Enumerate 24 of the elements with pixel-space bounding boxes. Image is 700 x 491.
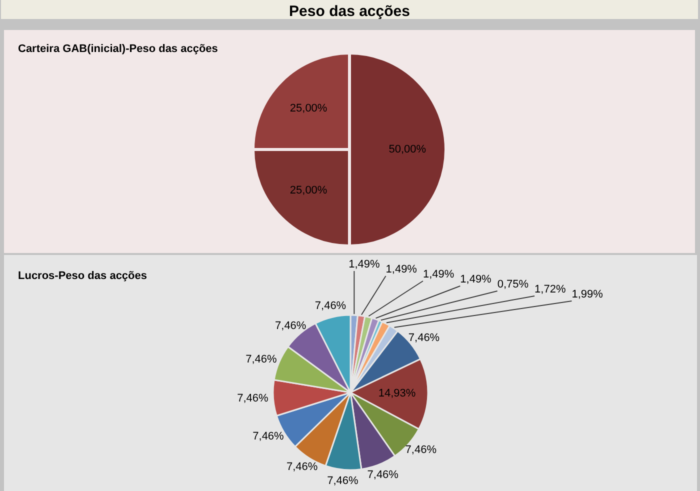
data-label: 1,49%	[348, 258, 380, 270]
data-label: 7,46%	[327, 475, 358, 488]
data-label: 1,49%	[386, 264, 418, 276]
text: Lucros-Peso das acções	[18, 270, 148, 282]
data-label: 7,46%	[408, 332, 440, 344]
data-label: 7,46%	[246, 354, 278, 366]
data-label: 7,46%	[405, 444, 437, 456]
data-label: 7,46%	[314, 300, 346, 312]
data-label: 7,46%	[237, 392, 268, 404]
text: Carteira GAB(inicial)-Peso das acções	[18, 43, 218, 55]
data-label: 14,93%	[378, 388, 416, 400]
data-label: 0,75%	[497, 278, 529, 290]
data-label: 7,46%	[367, 468, 399, 481]
data-label: 7,46%	[252, 430, 284, 443]
data-label: 1,49%	[422, 268, 454, 280]
data-label: 1,49%	[460, 274, 492, 286]
data-label: 7,46%	[275, 320, 306, 332]
data-label: 50,00%	[388, 144, 426, 156]
text: Peso das acções	[289, 3, 410, 20]
data-label: 25,00%	[290, 102, 328, 115]
data-label: 1,72%	[534, 284, 566, 296]
data-label: 1,99%	[572, 288, 604, 300]
data-label: 25,00%	[290, 184, 328, 196]
data-label: 7,46%	[286, 460, 318, 473]
